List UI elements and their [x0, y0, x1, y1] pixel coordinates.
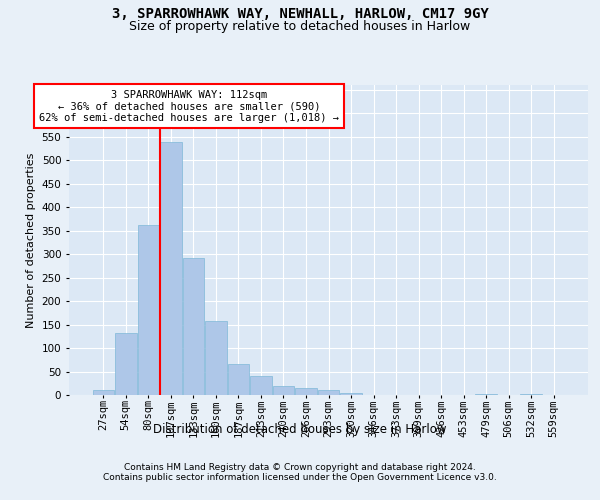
Bar	[182, 258, 204, 395]
Bar	[250, 376, 272, 395]
Text: Distribution of detached houses by size in Harlow: Distribution of detached houses by size …	[153, 422, 447, 436]
Bar	[295, 388, 317, 395]
Bar	[318, 390, 339, 395]
Y-axis label: Number of detached properties: Number of detached properties	[26, 152, 36, 328]
Text: Contains HM Land Registry data © Crown copyright and database right 2024.: Contains HM Land Registry data © Crown c…	[124, 462, 476, 471]
Text: 3 SPARROWHAWK WAY: 112sqm
← 36% of detached houses are smaller (590)
62% of semi: 3 SPARROWHAWK WAY: 112sqm ← 36% of detac…	[39, 90, 339, 123]
Bar	[160, 142, 182, 395]
Text: Contains public sector information licensed under the Open Government Licence v3: Contains public sector information licen…	[103, 472, 497, 482]
Bar	[520, 394, 542, 395]
Bar	[340, 392, 362, 395]
Bar	[475, 394, 497, 395]
Bar	[137, 225, 159, 395]
Bar	[205, 321, 227, 395]
Text: 3, SPARROWHAWK WAY, NEWHALL, HARLOW, CM17 9GY: 3, SPARROWHAWK WAY, NEWHALL, HARLOW, CM1…	[112, 8, 488, 22]
Bar	[92, 390, 114, 395]
Bar	[228, 364, 249, 395]
Bar	[115, 332, 137, 395]
Text: Size of property relative to detached houses in Harlow: Size of property relative to detached ho…	[130, 20, 470, 33]
Bar	[273, 386, 294, 395]
